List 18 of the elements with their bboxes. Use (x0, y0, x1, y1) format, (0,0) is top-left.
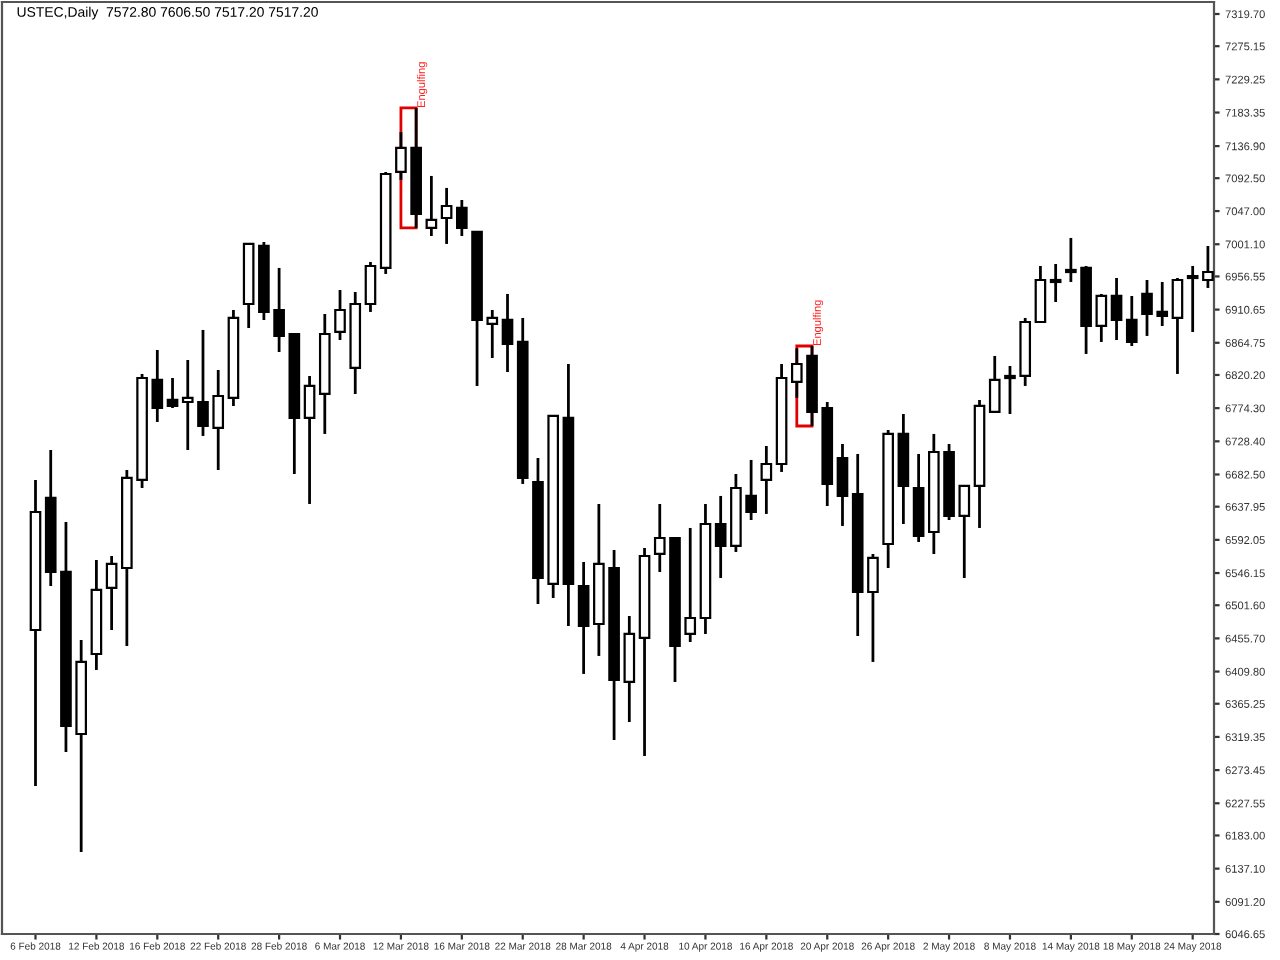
candlestick (105, 554, 118, 632)
candlestick (166, 376, 179, 410)
candlestick (912, 452, 925, 544)
candlestick (364, 260, 377, 314)
candlestick (456, 198, 468, 238)
candlestick (836, 442, 849, 528)
candlestick (577, 560, 590, 676)
candlestick (988, 354, 1001, 414)
candlestick (440, 186, 453, 246)
candlestick (760, 444, 773, 516)
candlestick (1049, 262, 1062, 304)
candlestick (1110, 276, 1123, 342)
candlestick (1034, 264, 1047, 324)
candlestick (303, 374, 316, 506)
candlestick (1171, 276, 1184, 376)
candlestick (425, 174, 438, 238)
candlestick (501, 292, 514, 374)
candlestick (1125, 294, 1138, 348)
